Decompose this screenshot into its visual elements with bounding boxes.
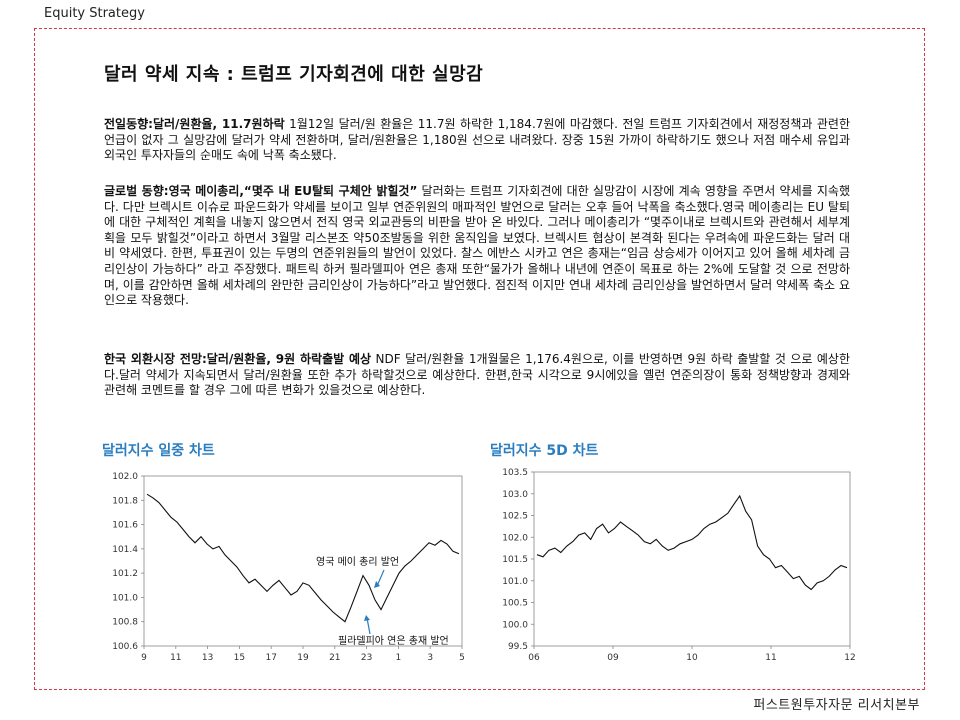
y-tick-label: 103.5 [502,468,528,478]
x-tick-label: 11 [170,653,181,663]
y-tick-label: 101.0 [502,577,528,587]
5d-line-chart: 103.5 103.0 102.5 102.0 101.5 101.0 100.5 100.0… [502,468,855,663]
x-tick-label: 21 [329,653,340,663]
chart-title-5d: 달러지수 5D 차트 [490,443,599,459]
paragraph-outlook: 한국 외환시장 전망:달러/원환율, 9원 하락출발 예상 NDF 달러/원환율… [104,352,850,399]
x-tick-label: 19 [297,653,309,663]
header-label: Equity Strategy [44,6,145,21]
paragraph-body: 달러화는 트럼프 기자회견에 대한 실망감이 시장에 계속 영향을 주면서 약세… [104,184,850,308]
y-tick-label: 100.8 [112,618,138,628]
y-tick-label: 103.0 [502,490,528,500]
x-tick-label: 3 [427,653,433,663]
plot-area [533,471,851,647]
x-tick-label: 5 [459,653,465,663]
y-tick-label: 101.4 [112,545,138,555]
page-title: 달러 약세 지속 : 트럼프 기자회견에 대한 실망감 [104,64,484,85]
y-tick-label: 101.5 [502,555,528,565]
x-tick-label: 06 [528,653,540,663]
y-tick-label: 102.0 [502,533,528,543]
y-tick-label: 101.6 [112,521,138,531]
paragraph-lead: 한국 외환시장 전망:달러/원환율, 9원 하락출발 예상 [104,352,372,366]
series-line [146,493,460,623]
y-tick-label: 100.0 [502,620,528,630]
series-line [536,494,848,591]
y-tick-label: 100.6 [112,642,138,652]
footer-source: 퍼스트원투자자문 리서치본부 [753,698,920,713]
chart-title-intraday: 달러지수 일중 차트 [102,443,215,459]
y-tick-label: 102.0 [112,472,138,482]
annotation-arrow [366,617,371,635]
y-tick-label: 101.8 [112,496,138,506]
annotation-arrowhead [374,581,380,588]
y-tick-label: 99.5 [508,642,528,652]
x-tick-label: 17 [265,653,276,663]
paragraph-lead: 전일동향:달러/원환율, 11.7원하락 [104,117,285,131]
paragraph-lead: 글로벌 동향:영국 메이총리,“몇주 내 EU탈퇴 구체안 밝힐것” [104,184,418,198]
x-tick-label: 09 [607,653,619,663]
y-tick-label: 100.5 [502,599,528,609]
x-tick-label: 9 [141,653,147,663]
annotation-may-remarks: 영국 메이 총리 발언 [316,556,399,568]
paragraph-global: 글로벌 동향:영국 메이총리,“몇주 내 EU탈퇴 구체안 밝힐것” 달러화는 … [104,184,850,309]
annotation-arrowhead [364,615,370,621]
x-tick-label: 23 [361,653,372,663]
y-tick-label: 101.0 [112,593,138,603]
x-tick-label: 13 [202,653,213,663]
x-tick-label: 1 [396,653,402,663]
intraday-line-chart: 102.0 101.8 101.6 101.4 101.2 101.0 100.8 100.6… [112,472,465,663]
annotation-philly-fed-remarks: 필라델피아 연은 총재 발언 [338,635,449,647]
annotation-arrow [376,569,385,587]
x-tick-label: 11 [765,653,776,663]
x-tick-label: 10 [686,653,698,663]
paragraph-body: 1월12일 달러/원 환율은 11.7원 하락한 1,184.7원에 마감했다.… [104,117,850,163]
paragraph-previous-day: 전일동향:달러/원환율, 11.7원하락 1월12일 달러/원 환율은 11.7… [104,117,850,164]
y-tick-label: 101.2 [112,569,138,579]
plot-area [143,475,463,647]
y-tick-label: 102.5 [502,512,528,522]
x-tick-label: 12 [844,653,855,663]
paragraph-body: NDF 달러/원환율 1개월물은 1,176.4원으로, 이를 반영하면 9원 … [104,352,851,398]
x-tick-label: 15 [234,653,245,663]
content-frame [34,28,925,690]
